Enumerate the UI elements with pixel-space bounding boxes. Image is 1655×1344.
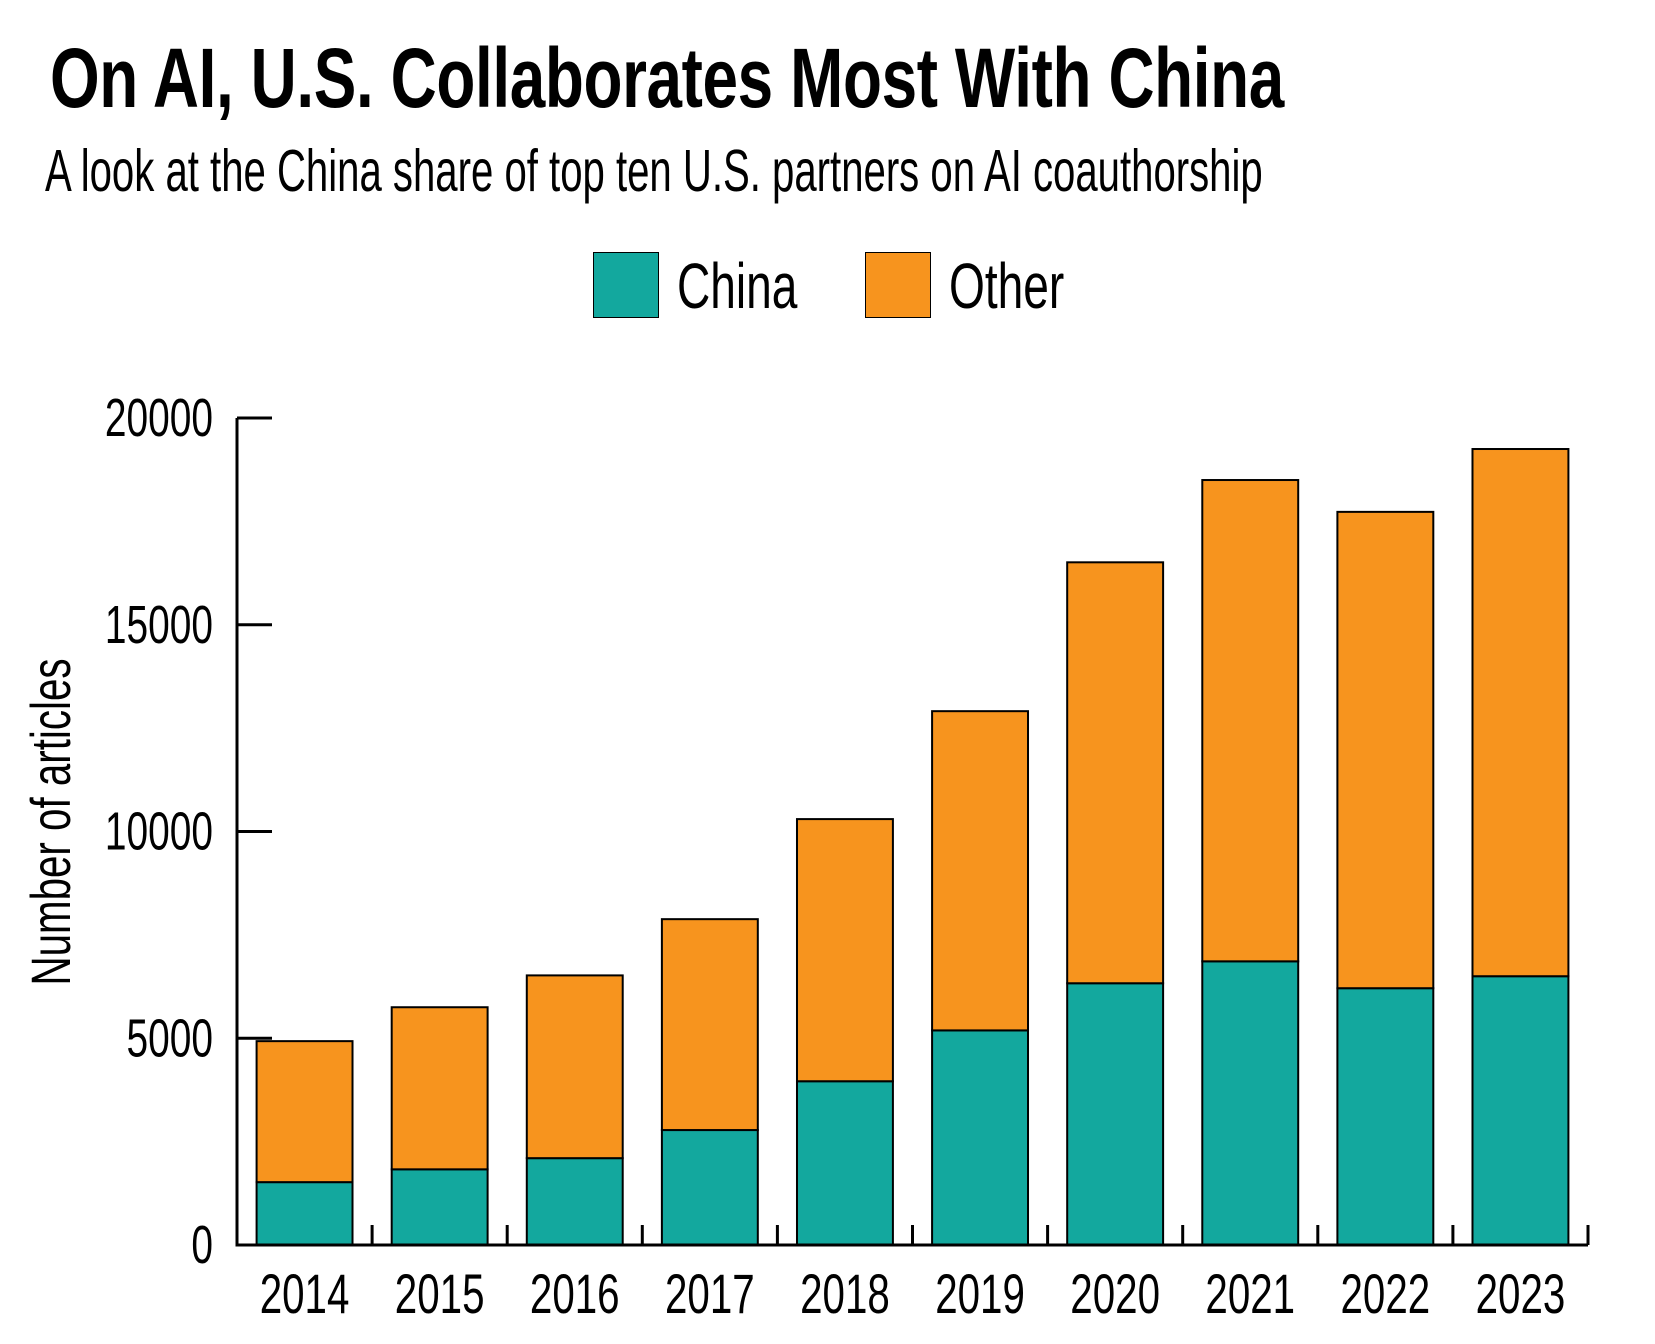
x-tick-label-2022: 2022 [1341,1264,1431,1326]
x-tick-label-2021: 2021 [1205,1264,1295,1326]
bar-other-2023 [1471,448,1570,978]
bar-other-2020 [1066,561,1165,985]
x-tick-label-2016: 2016 [530,1264,620,1326]
chart-subtitle: A look at the China share of top ten U.S… [45,138,1263,204]
x-tick-label-2014: 2014 [260,1264,350,1326]
bar-china-2018 [795,1080,894,1247]
chart-title: On AI, U.S. Collaborates Most With China [50,31,1284,125]
y-axis-title: Number of articles [21,658,83,985]
x-tick-label-2018: 2018 [800,1264,890,1326]
y-tick-label-20000: 20000 [105,387,213,448]
bar-china-2021 [1201,960,1300,1246]
y-tick-label-15000: 15000 [105,593,213,654]
bar-other-2021 [1201,479,1300,963]
bar-china-2016 [525,1157,624,1247]
y-ticks-group: 0 5000 10000 15000 20000 [105,387,272,1275]
x-ticks-group: 2014 2015 2016 2017 2018 2019 2020 2021 2022 2023 [260,1225,1590,1326]
bar-other-2016 [525,974,624,1160]
bars-group [255,448,1570,1247]
bar-other-2019 [931,710,1030,1032]
x-tick-label-2017: 2017 [665,1264,755,1326]
bar-other-2017 [660,918,759,1132]
x-tick-label-2015: 2015 [395,1264,485,1326]
legend-swatch-china [593,252,659,318]
bar-china-2014 [255,1181,354,1246]
bar-other-2015 [390,1006,489,1171]
bar-other-2014 [255,1040,354,1184]
bar-china-2020 [1066,982,1165,1247]
x-tick-label-2020: 2020 [1070,1264,1160,1326]
bar-china-2023 [1471,975,1570,1246]
bar-china-2015 [390,1168,489,1246]
y-tick-label-5000: 5000 [127,1007,213,1068]
bar-other-2018 [795,818,894,1083]
legend-label-other: Other [949,250,1065,322]
y-tick-label-10000: 10000 [105,800,213,861]
bar-china-2019 [931,1029,1030,1247]
bar-china-2022 [1336,987,1435,1246]
legend-label-china: China [677,250,798,322]
legend-swatch-other [865,252,931,318]
bar-other-2022 [1336,510,1435,990]
bar-china-2017 [660,1129,759,1246]
y-tick-label-0: 0 [191,1214,213,1275]
x-tick-label-2023: 2023 [1476,1264,1566,1326]
x-tick-label-2019: 2019 [935,1264,1025,1326]
